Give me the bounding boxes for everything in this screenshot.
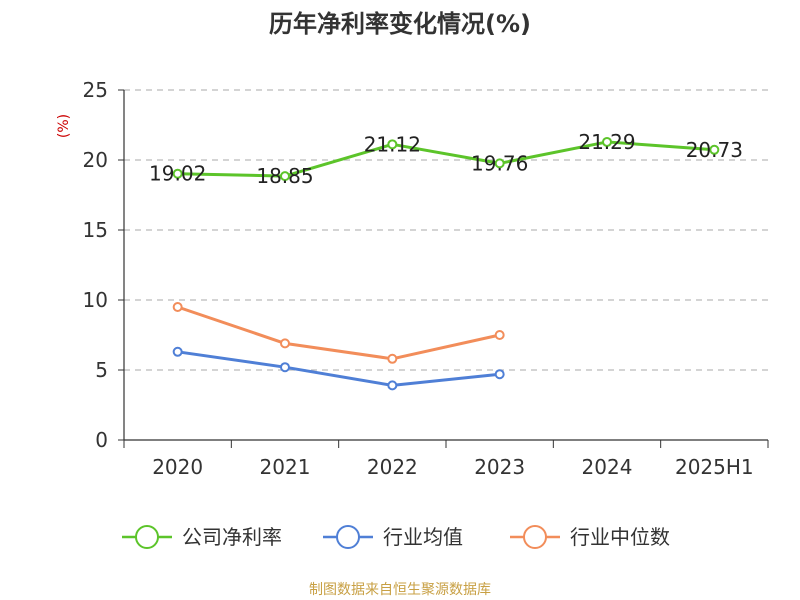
data-label: 20.73 [686, 138, 743, 162]
y-tick-label: 0 [95, 428, 108, 452]
y-tick-label: 20 [83, 148, 108, 172]
y-tick-labels: 0 5 10 15 20 25 [83, 78, 108, 452]
data-label: 21.12 [364, 132, 421, 156]
legend-marker [336, 525, 360, 549]
data-point[interactable] [280, 338, 290, 349]
data-label: 18.85 [256, 164, 313, 188]
data-point[interactable] [602, 136, 612, 147]
y-tick-label: 5 [95, 358, 108, 382]
data-point[interactable] [280, 171, 290, 182]
x-tick-label: 2024 [582, 455, 633, 479]
series-1: 19.02 18.85 21.12 19.76 21.29 20.73 [149, 130, 743, 188]
data-point[interactable] [494, 158, 505, 169]
x-tick-labels: 2020 2021 2022 2023 2024 2025H1 [152, 455, 753, 479]
x-tick-label: 2025H1 [675, 455, 754, 479]
x-tick-label: 2023 [474, 455, 525, 479]
y-tick-label: 10 [83, 288, 108, 312]
chart-title: 历年净利率变化情况(%) [269, 10, 531, 38]
legend-label: 公司净利率 [182, 525, 282, 549]
legend-item[interactable]: 行业中位数 [510, 525, 670, 549]
data-label: 19.02 [149, 162, 206, 186]
legend-label: 行业中位数 [570, 525, 670, 549]
data-point[interactable] [172, 168, 183, 179]
x-tick-label: 2020 [152, 455, 203, 479]
data-point[interactable] [172, 302, 183, 312]
gridlines [124, 89, 768, 371]
y-axis-label: (%) [56, 114, 72, 138]
data-point[interactable] [709, 144, 720, 155]
legend-item[interactable]: 公司净利率 [122, 525, 282, 549]
data-point[interactable] [387, 380, 398, 391]
series-2 [172, 346, 505, 391]
data-point[interactable] [387, 353, 398, 364]
y-tick-label: 15 [83, 218, 108, 242]
legend-label: 行业均值 [383, 525, 463, 549]
legend[interactable]: 公司净利率 行业均值 行业中位数 [122, 525, 670, 549]
data-point[interactable] [494, 330, 505, 340]
data-label: 19.76 [471, 151, 528, 175]
series-line [177, 350, 500, 387]
source-note: 制图数据来自恒生聚源数据库 [309, 582, 491, 598]
x-tick-label: 2022 [367, 455, 418, 479]
data-label: 21.29 [578, 130, 635, 154]
legend-marker [523, 525, 547, 549]
y-tick-label: 25 [83, 78, 108, 102]
series-line [177, 305, 500, 361]
series-line [177, 140, 715, 178]
data-point[interactable] [172, 346, 183, 357]
series-3 [172, 302, 505, 364]
data-point[interactable] [387, 139, 398, 150]
data-point[interactable] [280, 362, 290, 373]
axes [118, 89, 769, 448]
legend-item[interactable]: 行业均值 [323, 525, 463, 549]
data-point[interactable] [494, 369, 505, 380]
legend-marker [135, 525, 159, 549]
x-tick-label: 2021 [260, 455, 311, 479]
series-group: 19.02 18.85 21.12 19.76 21.29 20.73 [149, 130, 743, 391]
